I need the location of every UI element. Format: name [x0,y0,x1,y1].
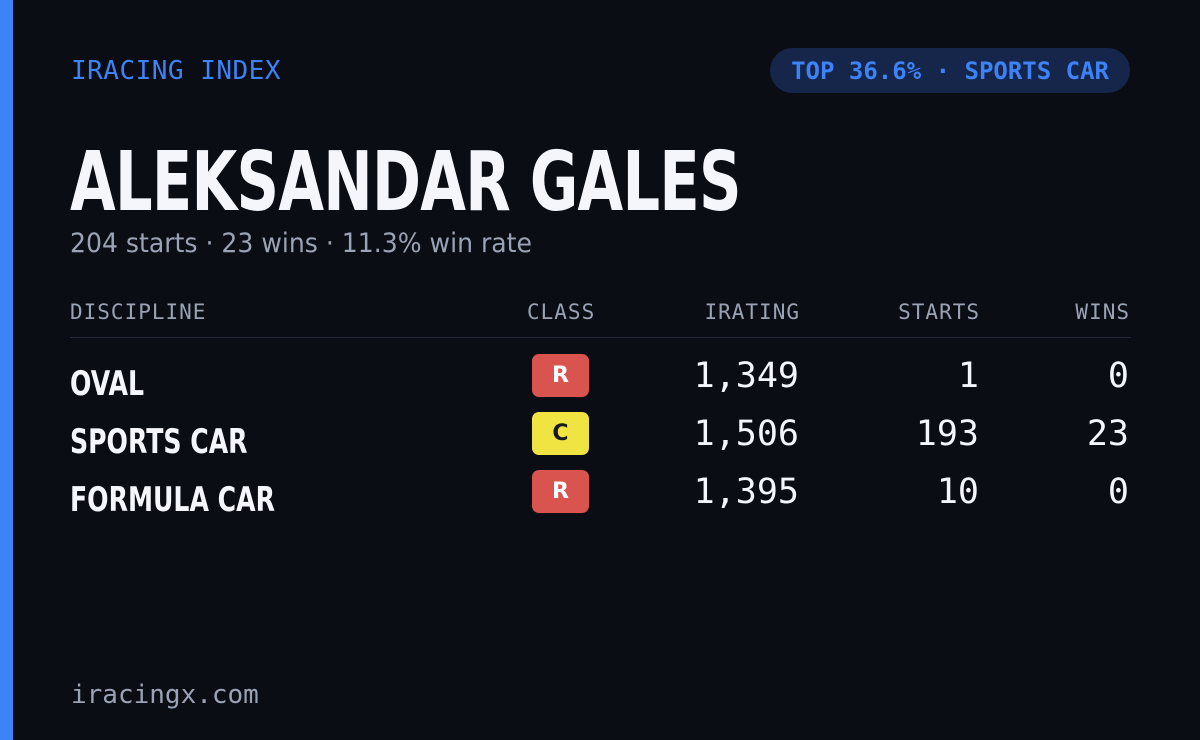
accent-bar [0,0,13,740]
driver-name: ALEKSANDAR GALES [70,135,742,230]
starts-value: 1 [957,356,979,396]
percentile-badge: TOP 36.6% · SPORTS CAR [770,48,1130,93]
discipline-label: FORMULA CAR [70,480,275,520]
irating-value: 1,395 [693,472,799,512]
header-wins: WINS [1075,300,1130,324]
starts-value: 10 [936,472,979,512]
header-irating: IRATING [704,300,800,324]
discipline-label: OVAL [70,364,144,404]
header-starts: STARTS [898,300,980,324]
irating-value: 1,506 [693,414,799,454]
table-row: FORMULA CAR R 1,395 10 0 [70,470,1131,520]
driver-summary: 204 starts · 23 wins · 11.3% win rate [70,228,532,259]
table-row: OVAL R 1,349 1 0 [70,354,1131,404]
brand-title: IRACING INDEX [71,56,281,86]
header-discipline: DISCIPLINE [70,300,207,324]
irating-value: 1,349 [693,356,799,396]
starts-value: 193 [915,414,979,454]
footer-url[interactable]: iracingx.com [71,680,259,710]
table-header: DISCIPLINE CLASS IRATING STARTS WINS [70,300,1131,338]
wins-value: 23 [1086,414,1129,454]
table-row: SPORTS CAR C 1,506 193 23 [70,412,1131,462]
class-badge: R [532,470,589,513]
class-badge: C [532,412,589,455]
header-class: CLASS [527,300,596,324]
wins-value: 0 [1107,356,1129,396]
class-badge: R [532,354,589,397]
discipline-label: SPORTS CAR [70,422,248,462]
wins-value: 0 [1107,472,1129,512]
